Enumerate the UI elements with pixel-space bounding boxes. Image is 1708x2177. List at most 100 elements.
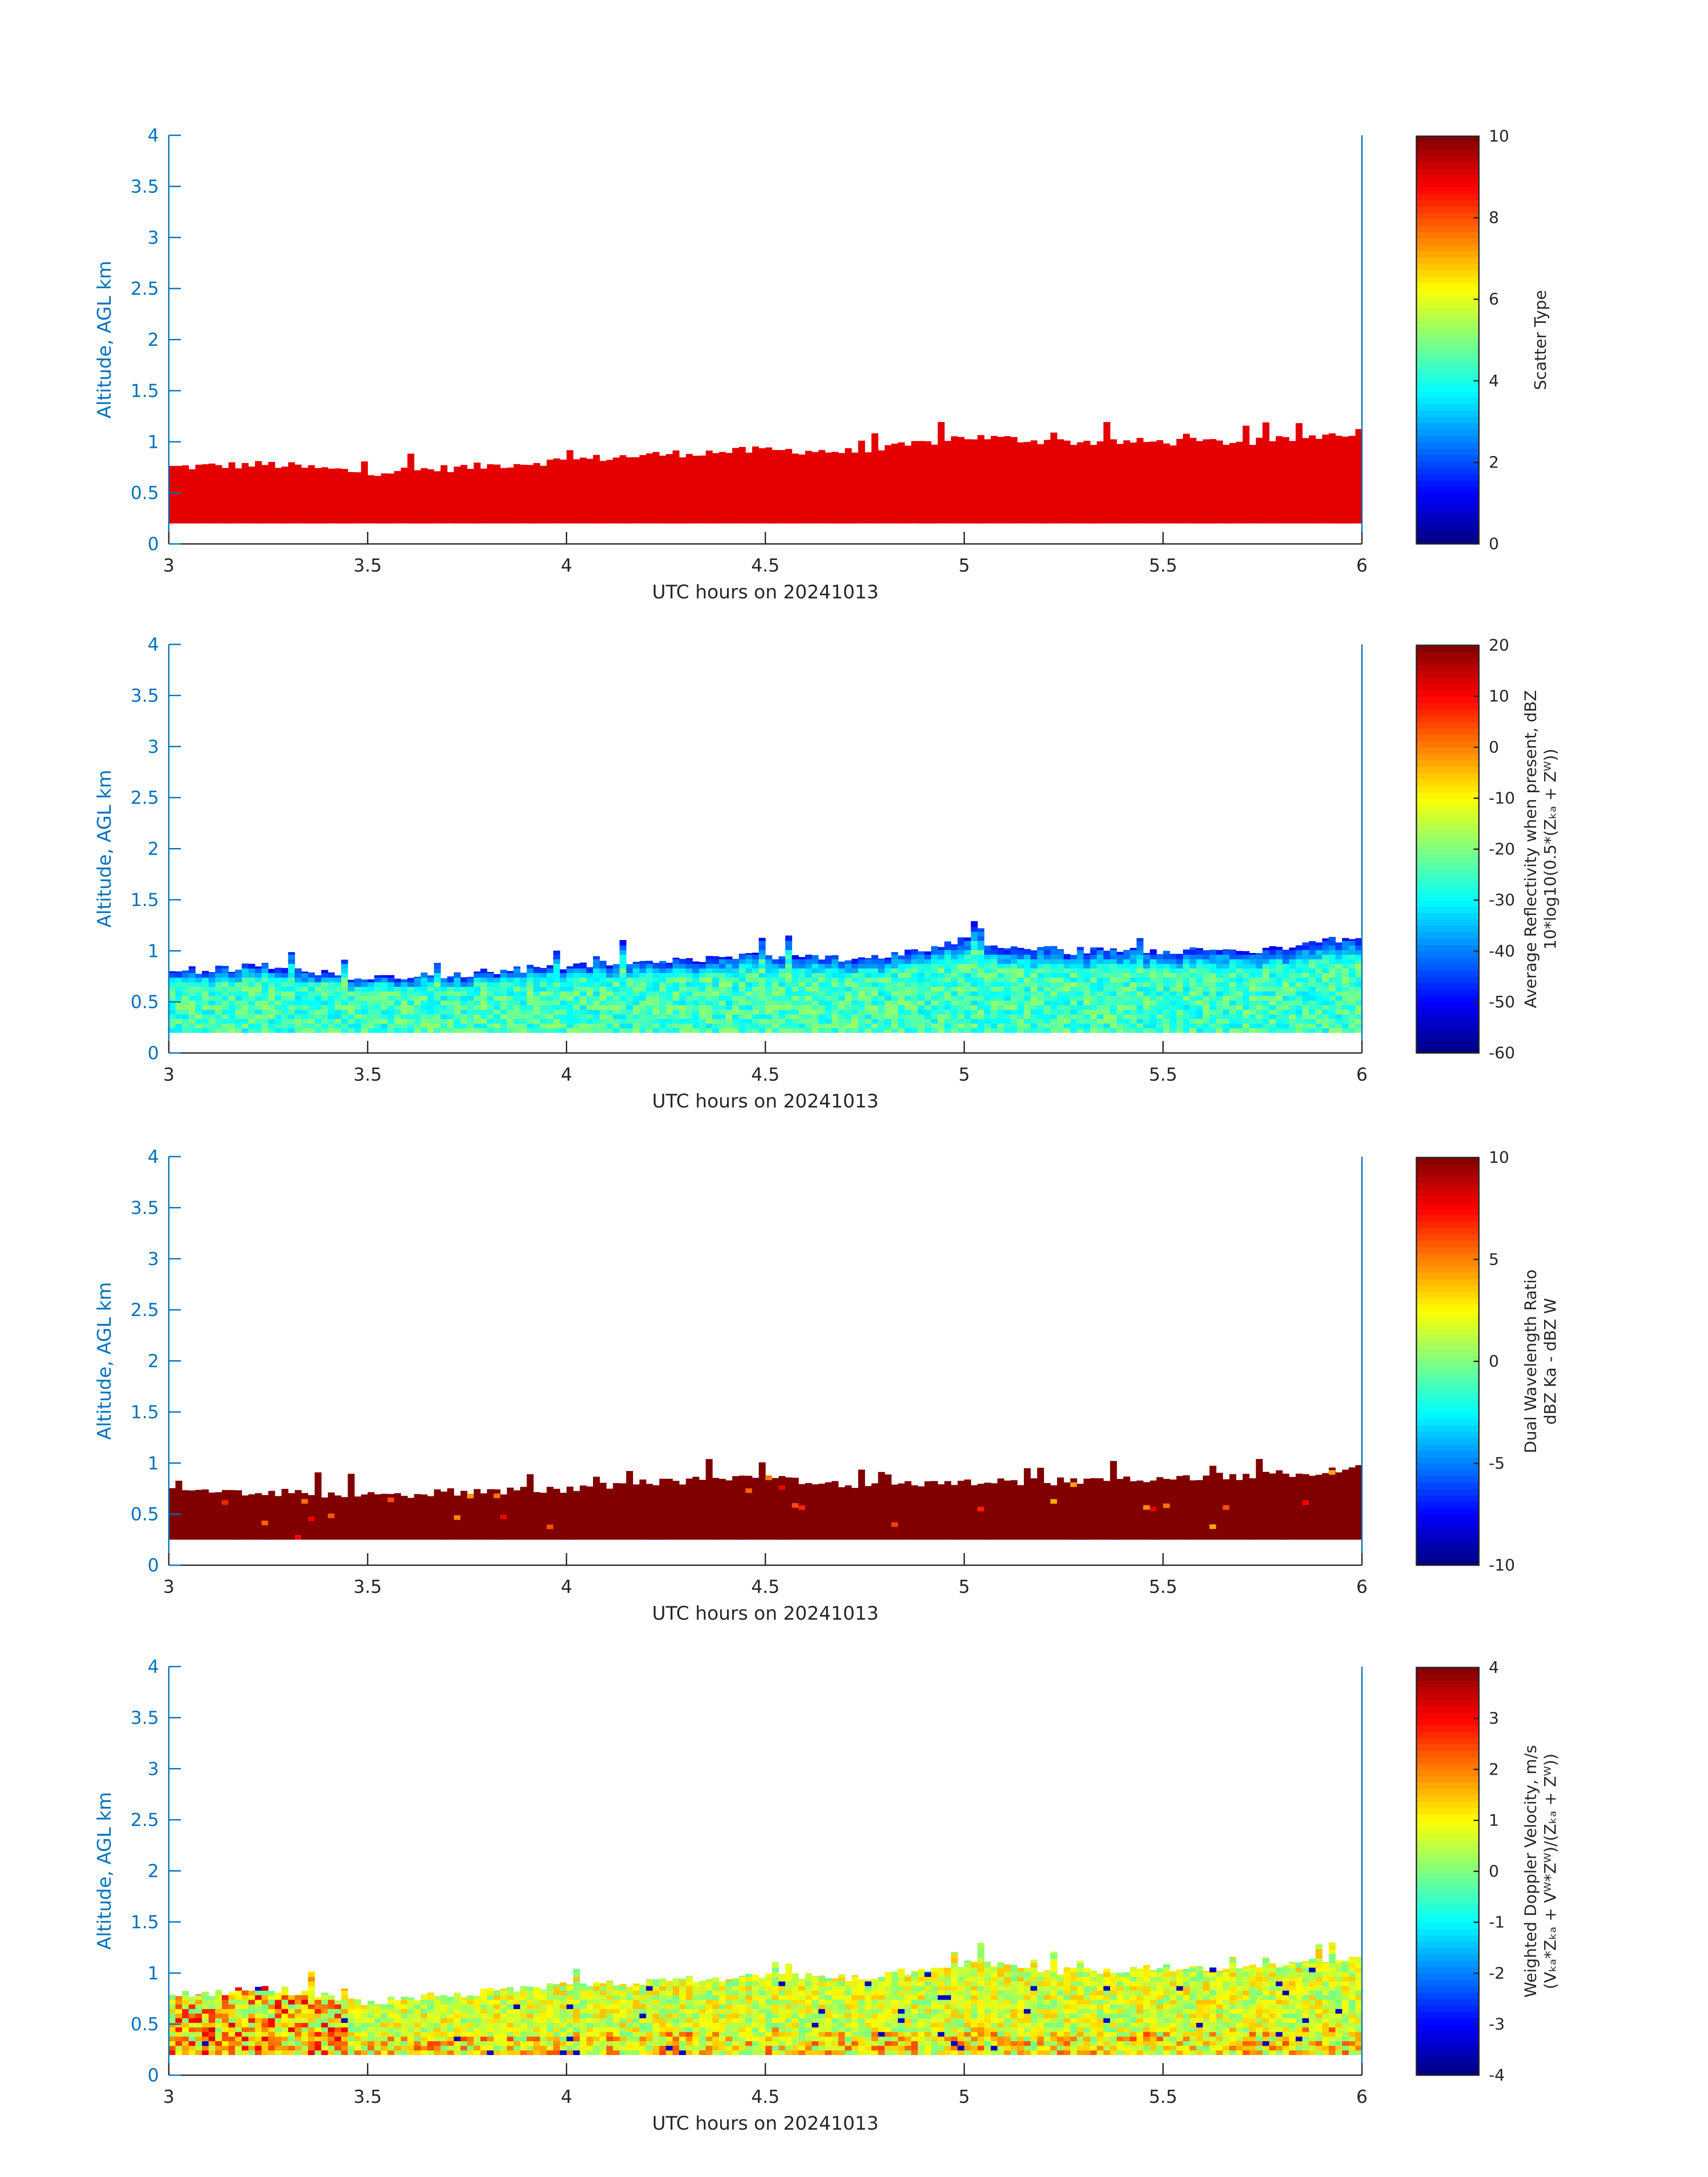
heatmap-cell: [202, 977, 209, 982]
colorbar-step: [1416, 715, 1479, 722]
heatmap-cell: [526, 1999, 534, 2005]
heatmap-cell: [1302, 1023, 1309, 1028]
heatmap-cell: [454, 1999, 461, 2005]
heatmap-cell: [997, 959, 1004, 964]
heatmap-cell: [938, 1023, 945, 1028]
heatmap-cell: [394, 1014, 401, 1019]
heatmap-cell: [467, 1999, 474, 2005]
colorbar-step: [1416, 919, 1479, 926]
colorbar-step: [1416, 435, 1479, 443]
heatmap-cell: [1176, 1005, 1183, 1010]
heatmap-cell: [712, 1000, 719, 1006]
heatmap-cell: [493, 1995, 501, 2000]
heatmap-cell: [1050, 1028, 1057, 1033]
heatmap-cell: [613, 457, 620, 524]
heatmap-cell: [573, 1976, 580, 1982]
heatmap-cell: [182, 982, 189, 987]
heatmap-cell: [798, 1005, 806, 1010]
heatmap-cell: [626, 1005, 633, 1010]
heatmap-cell: [1090, 1005, 1097, 1010]
heatmap-cell: [1176, 963, 1183, 969]
heatmap-cell: [971, 1028, 978, 1033]
heatmap-cell: [540, 2036, 547, 2041]
heatmap-cell: [513, 995, 521, 1001]
heatmap-cell: [1057, 950, 1064, 955]
colorbar-step: [1416, 728, 1479, 735]
heatmap-cell: [1083, 968, 1090, 973]
heatmap-cell: [454, 986, 461, 992]
heatmap-cell: [1289, 947, 1296, 950]
heatmap-cell: [447, 1014, 454, 1019]
heatmap-cell: [1070, 982, 1077, 987]
heatmap-cell: [275, 2027, 282, 2032]
heatmap-cell: [871, 955, 878, 960]
heatmap-cell: [759, 1028, 766, 1033]
heatmap-cell: [1190, 1000, 1197, 1006]
heatmap-cell: [288, 986, 295, 992]
heatmap-cell: [1289, 968, 1296, 973]
heatmap-cell: [646, 1023, 653, 1028]
heatmap-cell: [387, 982, 395, 987]
colorbar-step: [1416, 1418, 1479, 1425]
heatmap-cell: [606, 2050, 614, 2055]
heatmap-cell: [971, 1000, 978, 1006]
heatmap-cell: [672, 1019, 680, 1024]
heatmap-cell: [275, 1019, 282, 1024]
heatmap-cell: [288, 2041, 295, 2046]
heatmap-cell: [328, 995, 335, 1001]
heatmap-cell: [261, 2027, 269, 2032]
heatmap-cell: [526, 973, 534, 978]
heatmap-cell: [261, 963, 269, 969]
heatmap-cell: [679, 2027, 686, 2032]
heatmap-cell: [195, 1995, 202, 2000]
heatmap-cell: [606, 2013, 614, 2018]
heatmap-cell: [1203, 1005, 1210, 1010]
heatmap-cell: [493, 1028, 501, 1033]
heatmap-cell: [195, 1005, 202, 1010]
heatmap-cell: [619, 2004, 626, 2009]
heatmap-cell: [401, 991, 408, 996]
heatmap-cell: [798, 1023, 806, 1028]
heatmap-cell: [706, 1014, 713, 1019]
x-axis-label: UTC hours on 20241013: [652, 581, 879, 603]
heatmap-cell: [613, 2013, 620, 2018]
heatmap-cell: [169, 1014, 176, 1019]
heatmap-cell: [354, 1023, 361, 1028]
heatmap-cell: [792, 1028, 799, 1033]
heatmap-cell: [182, 1999, 189, 2005]
heatmap-cell: [255, 2009, 262, 2014]
heatmap-cell: [639, 2004, 647, 2009]
heatmap-cell: [209, 2009, 216, 2014]
heatmap-cell: [1150, 991, 1157, 996]
heatmap-cell: [924, 986, 931, 992]
heatmap-cell: [990, 973, 998, 978]
heatmap-cell: [493, 2022, 501, 2028]
heatmap-cell: [685, 1976, 693, 1977]
heatmap-cell: [301, 991, 309, 996]
heatmap-cell: [361, 1028, 368, 1033]
heatmap-cell: [394, 2031, 401, 2037]
heatmap-cell: [719, 959, 726, 964]
heatmap-cell: [202, 1489, 209, 1540]
heatmap-cell: [367, 2001, 375, 2005]
colorbar-step: [1416, 206, 1479, 213]
heatmap-cell: [606, 2009, 614, 2014]
heatmap-cell: [1150, 1028, 1157, 1033]
heatmap-cell: [811, 1014, 819, 1019]
heatmap-cell: [573, 1995, 580, 2000]
heatmap-cell: [202, 1005, 209, 1010]
heatmap-cell: [971, 1485, 978, 1540]
heatmap-cell: [334, 1023, 342, 1028]
heatmap-cell: [752, 991, 759, 996]
heatmap-cell: [1242, 1014, 1250, 1019]
heatmap-cell: [1037, 1005, 1044, 1010]
heatmap-cell: [639, 1028, 647, 1033]
heatmap-cell: [606, 1000, 614, 1006]
heatmap-cell: [175, 1019, 183, 1024]
heatmap-cell: [1130, 1019, 1137, 1024]
heatmap-cell: [295, 1995, 302, 2000]
heatmap-cell: [374, 1005, 381, 1010]
heatmap-cell: [838, 1019, 845, 1024]
heatmap-cell: [341, 1028, 348, 1033]
